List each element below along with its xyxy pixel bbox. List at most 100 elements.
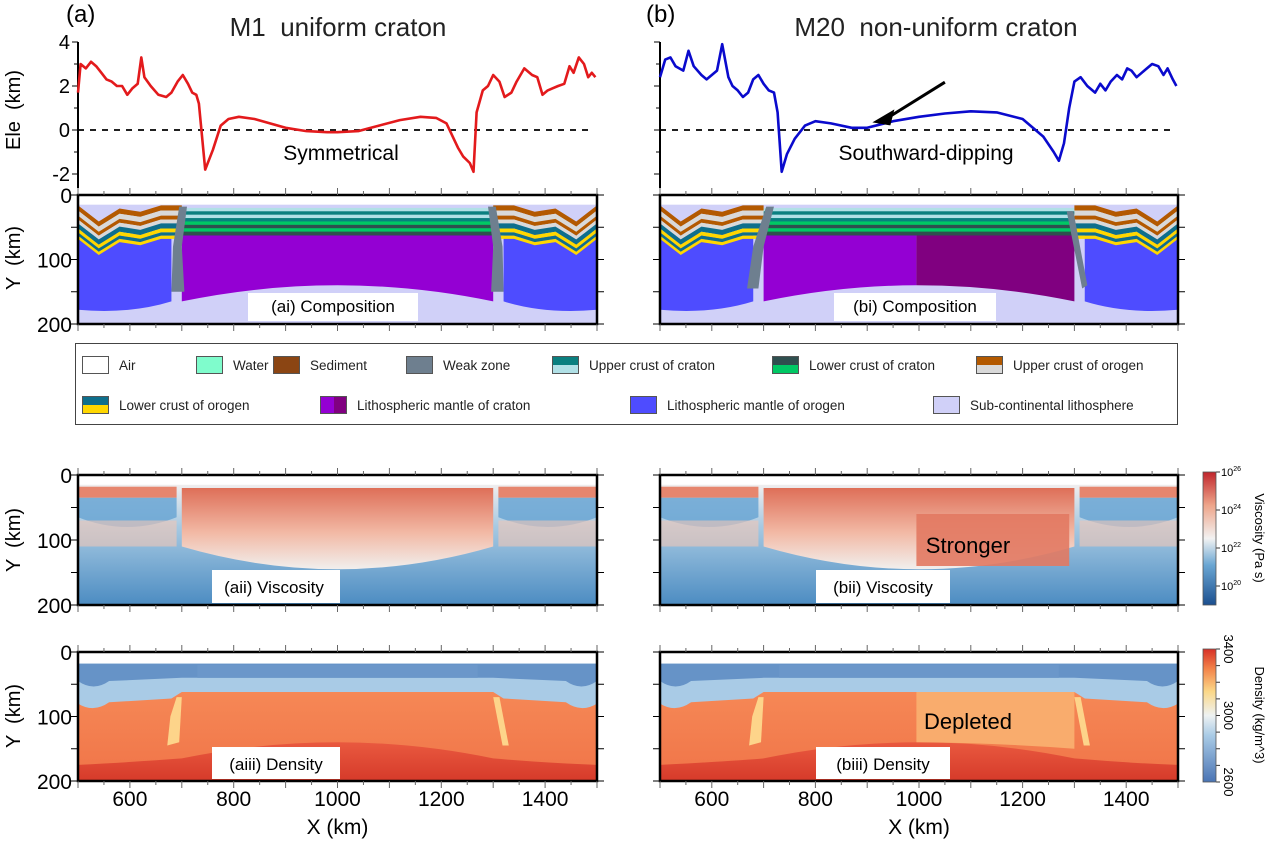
- orogen-crust-layer: [1074, 235, 1178, 255]
- density-weak-zone-right: [1074, 697, 1090, 746]
- viscosity-colorbar-tick-label: 1020: [1221, 580, 1241, 593]
- note-stronger: Stronger: [926, 533, 1010, 558]
- legend-label: Water: [233, 357, 269, 373]
- orogen-crust-layer: [493, 232, 597, 252]
- label-bii: (bii) Viscosity: [816, 570, 950, 603]
- craton-crust-band: [763, 228, 1075, 233]
- craton-mantle-depleted: [916, 234, 1075, 302]
- legend-label: Sub-continental lithosphere: [970, 397, 1134, 413]
- craton-mantle: [181, 234, 494, 302]
- viscosity-craton-block: [181, 488, 494, 570]
- composition-section-a: [78, 204, 597, 324]
- viscosity-orogen-mantle: [78, 520, 177, 547]
- depth-tick-label: 200: [37, 771, 72, 794]
- depth-tick-label: 0: [60, 465, 72, 488]
- legend-label: Lower crust of orogen: [119, 397, 250, 413]
- label-bii-text: (bii) Viscosity: [833, 578, 933, 597]
- orogen-crust-layer: [493, 235, 597, 255]
- x-tick-label: 800: [216, 788, 251, 811]
- density-weak-zone-right: [493, 697, 509, 746]
- legend-label: Upper crust of orogen: [1013, 357, 1144, 373]
- legend-swatch: [976, 356, 1003, 374]
- viscosity-orogen-upper-crust: [660, 486, 759, 498]
- legend-item: Upper crust of craton: [552, 356, 715, 374]
- craton-mantle-fertile: [763, 234, 917, 302]
- density-depleted-block: [916, 690, 1075, 749]
- label-aiii-text: (aiii) Density: [229, 755, 323, 774]
- density-colorbar-tick-label: 3000: [1221, 701, 1236, 730]
- legend-swatch: [552, 356, 579, 374]
- viscosity-colorbar-tick-label: 1022: [1221, 542, 1241, 555]
- orogen-crust-layer: [660, 205, 764, 227]
- viscosity-colorbar-label: Viscosity (Pa s): [1252, 493, 1267, 582]
- orogen-crust-layer: [493, 205, 597, 227]
- composition-legend: Air Water Sediment Weak zone Upper crust of …: [75, 343, 1178, 425]
- panel-b-title: M20 non-uniform craton: [794, 12, 1077, 42]
- density-colorbar-label: Density (kg/m^3): [1252, 666, 1267, 763]
- depth-ylabel-visc: Y (km): [3, 508, 25, 572]
- ele-ytick-label: 0: [59, 120, 70, 142]
- elevation-annotation-b: Southward-dipping: [838, 142, 1013, 165]
- depth-tick-label: 100: [37, 530, 72, 553]
- orogen-crust-layer: [1074, 210, 1178, 232]
- craton-crust-band: [763, 211, 1075, 216]
- orogen-crust-layer: [660, 235, 764, 255]
- x-tick-label: 600: [112, 788, 147, 811]
- direction-arrow-head: [872, 109, 895, 126]
- viscosity-orogen-weak-crust: [78, 497, 177, 527]
- orogen-crust-layer: [493, 210, 597, 232]
- orogen-crust-layer: [493, 215, 597, 236]
- viscosity-section-a: [78, 484, 597, 605]
- viscosity-orogen-mantle: [1079, 520, 1178, 547]
- density-craton-upper-crust: [779, 664, 1059, 678]
- viscosity-colorbar-tick-label: 1024: [1221, 504, 1241, 517]
- legend-swatch: [82, 396, 109, 414]
- craton-crust-band: [763, 207, 1075, 212]
- craton-crust-band: [763, 214, 1075, 219]
- orogen-crust-layer: [78, 210, 182, 232]
- depth-tick-label: 0: [60, 185, 72, 208]
- legend-swatch: [320, 396, 347, 414]
- orogen-crust-layer: [660, 215, 764, 236]
- craton-crust-band: [181, 218, 494, 222]
- craton-crust-band: [181, 214, 494, 219]
- legend-item: Water: [196, 356, 269, 374]
- orogen-crust-layer: [660, 223, 764, 245]
- orogen-crust-layer: [78, 235, 182, 255]
- density-weak-zone-left: [749, 697, 764, 746]
- legend-item: Lithospheric mantle of craton: [320, 396, 530, 414]
- orogen-crust-layer: [660, 210, 764, 232]
- ele-ytick-label: 4: [59, 32, 70, 54]
- legend-item: Weak zone: [406, 356, 510, 374]
- legend-label: Lithospheric mantle of orogen: [667, 397, 845, 413]
- x-tick-label: 1200: [418, 788, 465, 811]
- label-aii-text: (aii) Viscosity: [224, 578, 324, 597]
- panel-b-letter: (b): [646, 1, 675, 28]
- label-biii-text: (biii) Density: [836, 755, 930, 774]
- direction-arrow-shaft: [887, 80, 946, 119]
- orogen-crust-layer: [493, 219, 597, 240]
- orogen-crust-layer: [78, 215, 182, 236]
- legend-swatch: [273, 356, 300, 374]
- elevation-line-a: [76, 56, 597, 174]
- orogen-crust-layer: [78, 232, 182, 252]
- viscosity-orogen-weak-crust: [498, 497, 597, 527]
- label-aiii: (aiii) Density: [212, 747, 340, 779]
- label-bi-text: (bi) Composition: [853, 297, 977, 316]
- orogen-crust-layer: [1074, 215, 1178, 236]
- craton-crust-band: [763, 224, 1075, 229]
- legend-swatch: [933, 396, 960, 414]
- craton-crust-band: [763, 231, 1075, 236]
- craton-crust-band: [763, 221, 1075, 226]
- orogen-crust-layer: [660, 232, 764, 252]
- label-biii: (biii) Density: [816, 747, 950, 779]
- depth-ylabel-comp: Y (km): [3, 226, 25, 290]
- orogen-crust-layer: [660, 228, 764, 249]
- elevation-line-b: [658, 42, 1178, 174]
- legend-label: Lower crust of craton: [809, 357, 936, 373]
- craton-crust-band: [181, 221, 494, 226]
- weak-zone-right: [1066, 211, 1088, 289]
- composition-section-b: [660, 204, 1178, 324]
- x-tick-label: 1000: [896, 788, 943, 811]
